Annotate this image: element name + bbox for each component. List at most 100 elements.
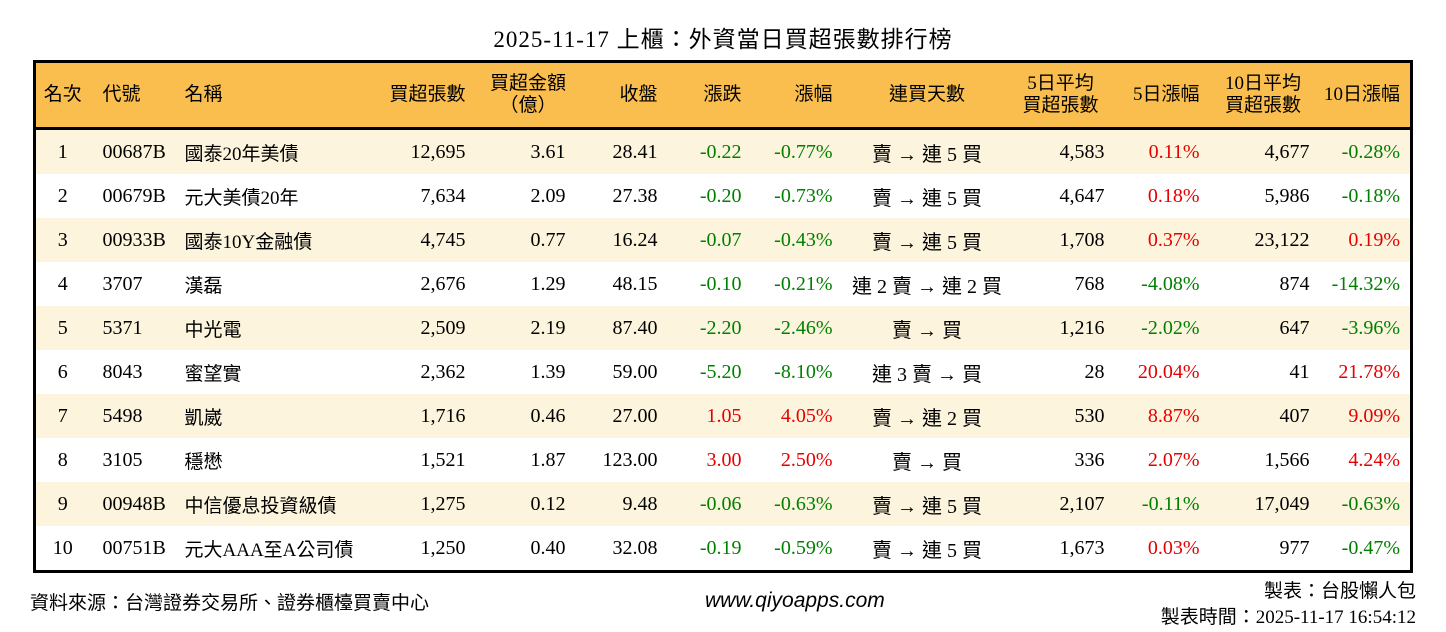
cell-avg10: 1,566 [1264,448,1310,471]
cell-chg: 1.05 [706,404,742,427]
cell-rank: 9 [57,492,68,515]
column-header-pct5: 5日漲幅 [1114,61,1210,130]
cell-close: 16.24 [612,228,658,251]
cell-chg: -0.20 [699,184,742,207]
cell-avg5: 1,673 [1059,536,1105,559]
column-header-code: 代號 [89,61,175,130]
cell-pct5: 20.04% [1137,360,1200,383]
cell-vol: 2,676 [420,272,466,295]
cell-avg5: 336 [1074,448,1105,471]
cell-vol: 2,362 [420,360,466,383]
cell-code: 00933B [102,228,166,251]
cell-streak: 賣 → 連 5 買 [872,495,982,518]
column-header-pct10: 10日漲幅 [1319,61,1412,130]
cell-code: 3105 [102,448,143,471]
cell-amt: 1.87 [530,448,566,471]
cell-avg10: 41 [1289,360,1310,383]
cell-name: 蜜望實 [184,363,242,385]
cell-pct5: 0.11% [1148,140,1200,163]
data-source-note: 資料來源：台灣證券交易所、證券櫃檯買賣中心 [30,593,430,614]
cell-code: 5498 [102,404,143,427]
cell-chg_pct: 2.50% [780,448,833,471]
cell-vol: 2,509 [420,316,466,339]
cell-avg10: 4,677 [1264,140,1310,163]
table-row: 2 00679B 元大美債20年 7,634 2.09 27.38 -0.20 -0.73% 賣… [34,174,1412,218]
cell-code: 5371 [102,316,143,339]
cell-code: 8043 [102,360,143,383]
cell-chg_pct: 4.05% [780,404,833,427]
cell-avg10: 5,986 [1264,184,1310,207]
cell-chg: -0.06 [699,492,742,515]
cell-pct10: 0.19% [1348,228,1400,251]
author-note: 製表：台股懶人包 [1263,581,1416,602]
foreign-net-buy-ranking-table: 名次 代號 名稱 買超張數 買超金額 （億） 收盤 漲跌 漲幅 連買天數 5日平均 買超張數 5日漲… [33,60,1413,573]
table-row: 10 00751B 元大AAA至A公司債 1,250 0.40 32.08 -0.19 -0.… [34,526,1412,572]
cell-rank: 1 [57,140,68,163]
cell-close: 123.00 [602,448,658,471]
table-row: 8 3105 穩懋 1,521 1.87 123.00 3.00 2.50% 賣 → 買 336 2… [34,438,1412,482]
cell-vol: 12,695 [410,140,466,163]
cell-chg: 3.00 [706,448,742,471]
column-header-chg: 漲跌 [669,61,750,130]
cell-code: 00679B [102,184,166,207]
column-header-streak: 連買天數 [844,61,1010,130]
cell-pct5: 0.03% [1147,536,1200,559]
cell-pct5: -0.11% [1141,492,1200,515]
cell-pct10: -0.28% [1341,140,1400,163]
footer: 資料來源：台灣證券交易所、證券櫃檯買賣中心 www.qiyoapps.com 製… [30,579,1416,631]
cell-amt: 0.46 [530,404,566,427]
cell-close: 32.08 [612,536,658,559]
cell-avg5: 4,583 [1059,140,1105,163]
credits: 製表：台股懶人包 製表時間：2025-11-17 16:54:12 [1161,579,1416,631]
cell-code: 00948B [102,492,166,515]
cell-name: 元大美債20年 [184,187,299,209]
cell-streak: 賣 → 連 5 買 [872,539,982,562]
column-header-chg_pct: 漲幅 [749,61,845,130]
cell-vol: 1,716 [420,404,466,427]
cell-pct10: 4.24% [1348,448,1400,471]
cell-name: 元大AAA至A公司債 [184,539,354,561]
cell-amt: 1.39 [530,360,566,383]
cell-avg5: 28 [1084,360,1105,383]
cell-pct10: 21.78% [1338,360,1400,383]
column-header-avg5: 5日平均 買超張數 [1009,61,1115,130]
table-row: 3 00933B 國泰10Y金融債 4,745 0.77 16.24 -0.07 -0.43%… [34,218,1412,262]
cell-avg5: 1,216 [1059,316,1105,339]
cell-chg_pct: -0.77% [774,140,833,163]
page-title: 2025-11-17 上櫃：外資當日買超張數排行榜 [493,27,953,52]
cell-chg: -2.20 [699,316,742,339]
cell-amt: 0.12 [530,492,566,515]
cell-vol: 1,275 [420,492,466,515]
column-header-vol: 買超張數 [364,61,480,130]
cell-amt: 3.61 [530,140,566,163]
header-row: 名次 代號 名稱 買超張數 買超金額 （億） 收盤 漲跌 漲幅 連買天數 5日平均 買超張數 5日漲… [34,61,1412,130]
cell-avg5: 768 [1074,272,1105,295]
table-row: 5 5371 中光電 2,509 2.19 87.40 -2.20 -2.46% 賣 → 買 1,… [34,306,1412,350]
cell-amt: 0.77 [530,228,566,251]
cell-amt: 1.29 [530,272,566,295]
cell-streak: 連 3 賣 → 買 [872,363,982,386]
cell-streak: 賣 → 連 5 買 [872,187,982,210]
cell-rank: 3 [57,228,68,251]
cell-amt: 2.19 [530,316,566,339]
cell-name: 穩懋 [184,451,223,473]
cell-close: 28.41 [612,140,658,163]
cell-pct5: 0.37% [1147,228,1200,251]
cell-close: 48.15 [612,272,658,295]
cell-streak: 賣 → 買 [892,319,962,342]
cell-streak: 連 2 賣 → 連 2 買 [852,275,1002,298]
cell-avg5: 4,647 [1059,184,1105,207]
cell-avg10: 407 [1279,404,1310,427]
cell-pct10: 9.09% [1348,404,1400,427]
cell-amt: 0.40 [530,536,566,559]
cell-chg: -0.19 [699,536,742,559]
cell-chg: -0.07 [699,228,742,251]
cell-rank: 7 [57,404,68,427]
table-row: 7 5498 凱崴 1,716 0.46 27.00 1.05 4.05% 賣 → 連 2 買 5… [34,394,1412,438]
cell-rank: 5 [57,316,68,339]
cell-pct10: -0.18% [1341,184,1400,207]
cell-pct5: 2.07% [1147,448,1200,471]
cell-chg_pct: -8.10% [774,360,833,383]
table-row: 4 3707 漢磊 2,676 1.29 48.15 -0.10 -0.21% 連 2 賣 → … [34,262,1412,306]
table-header: 名次 代號 名稱 買超張數 買超金額 （億） 收盤 漲跌 漲幅 連買天數 5日平均 買超張數 5日漲… [34,61,1412,130]
